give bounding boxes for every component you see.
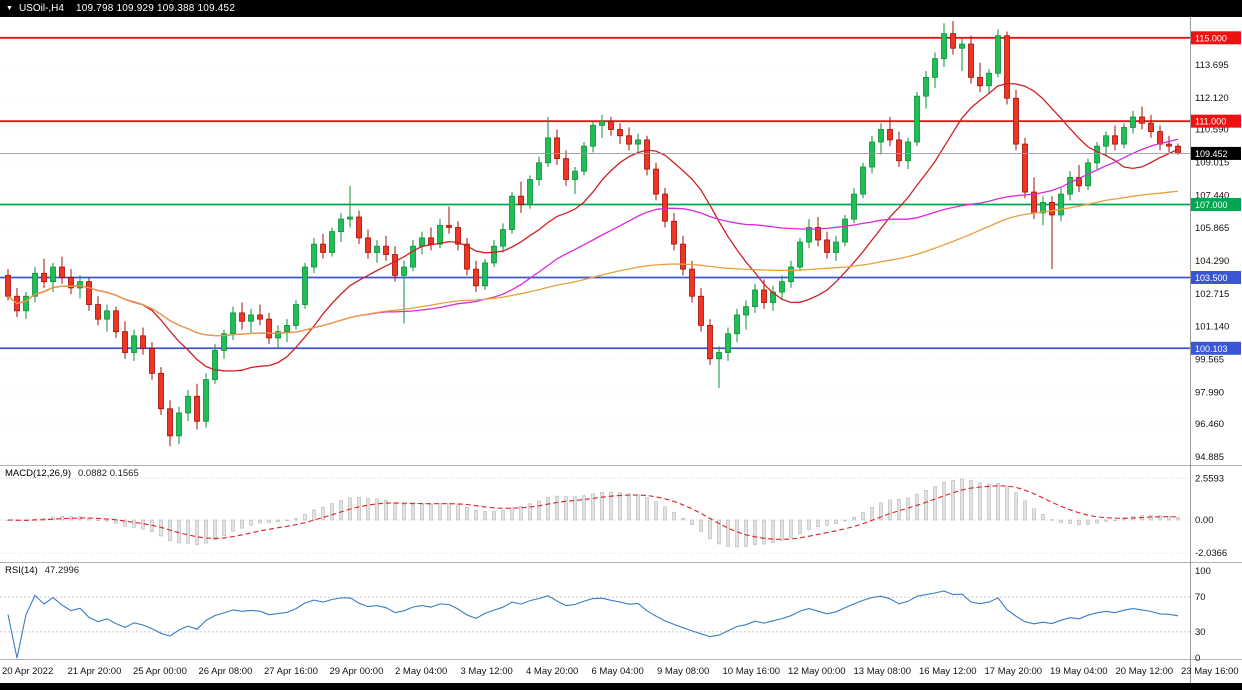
moving-average-line-90 xyxy=(7,190,1179,337)
rsi-panel xyxy=(0,590,1190,659)
time-axis-label: 25 Apr 00:00 xyxy=(133,666,187,677)
time-axis-label: 19 May 04:00 xyxy=(1050,666,1108,677)
time-axis-label: 9 May 08:00 xyxy=(657,666,709,677)
svg-text:107.440: 107.440 xyxy=(1195,190,1229,201)
bottom-bar xyxy=(0,683,1242,690)
moving-average-line-40 xyxy=(7,138,1179,337)
svg-text:96.460: 96.460 xyxy=(1195,419,1224,430)
svg-text:102.715: 102.715 xyxy=(1195,289,1229,300)
svg-text:112.120: 112.120 xyxy=(1195,93,1229,104)
current-price-tag xyxy=(1191,146,1241,160)
svg-text:104.290: 104.290 xyxy=(1195,256,1229,267)
time-axis-label: 6 May 04:00 xyxy=(592,666,644,677)
macd-panel xyxy=(0,477,1190,554)
svg-text:70: 70 xyxy=(1195,592,1206,603)
rsi-line xyxy=(7,590,1179,659)
symbol-dropdown-icon[interactable]: ▼ xyxy=(6,5,13,12)
macd-signal-line xyxy=(7,485,1179,540)
time-axis[interactable]: 20 Apr 2022 21 Apr 20:00 25 Apr 00:00 26 Ap… xyxy=(2,666,1239,677)
svg-text:30: 30 xyxy=(1195,627,1206,638)
time-axis-label: 20 Apr 2022 xyxy=(2,666,53,677)
rsi-value: 47.2996 xyxy=(44,565,80,576)
time-axis-label: 21 Apr 20:00 xyxy=(68,666,122,677)
svg-text:0.00: 0.00 xyxy=(1195,515,1214,526)
time-axis-label: 27 Apr 16:00 xyxy=(264,666,318,677)
panel-dividers[interactable] xyxy=(0,17,1242,683)
svg-text:100.103: 100.103 xyxy=(1195,344,1228,354)
time-axis-label: 4 May 20:00 xyxy=(526,666,578,677)
time-axis-label: 10 May 16:00 xyxy=(723,666,781,677)
time-axis-label: 23 May 16:00 xyxy=(1181,666,1239,677)
time-axis-label: 20 May 12:00 xyxy=(1116,666,1174,677)
symbol-timeframe-label: USOil-,H4 xyxy=(18,3,64,14)
price-level-lines[interactable] xyxy=(0,36,1190,350)
svg-text:94.885: 94.885 xyxy=(1195,452,1224,463)
svg-text:100: 100 xyxy=(1195,566,1211,577)
svg-text:97.990: 97.990 xyxy=(1195,387,1224,398)
rsi-indicator-label: RSI(14) 47.2996 xyxy=(5,565,79,576)
macd-label-text: MACD(12,26,9) xyxy=(5,468,71,479)
price-gridlines xyxy=(0,64,1190,458)
moving-average-line-14 xyxy=(7,82,1179,372)
macd-values: 0.0882 0.1565 xyxy=(78,468,139,479)
svg-text:-2.0366: -2.0366 xyxy=(1195,548,1227,559)
price-level-tags: 115.000 111.000 107.000 103.500 100.103 109.4… xyxy=(1191,31,1241,355)
svg-text:2.5593: 2.5593 xyxy=(1195,473,1224,484)
svg-text:111.000: 111.000 xyxy=(1195,117,1226,127)
svg-text:99.565: 99.565 xyxy=(1195,354,1224,365)
macd-histogram xyxy=(6,478,1180,548)
time-axis-label: 16 May 12:00 xyxy=(919,666,977,677)
price-axis[interactable]: 113.695 112.120 110.590 109.015 107.440 105.8… xyxy=(1195,60,1229,664)
svg-text:107.000: 107.000 xyxy=(1195,200,1228,210)
svg-text:105.865: 105.865 xyxy=(1195,223,1229,234)
svg-text:101.140: 101.140 xyxy=(1195,322,1229,333)
svg-text:109.015: 109.015 xyxy=(1195,158,1229,169)
time-axis-label: 26 Apr 08:00 xyxy=(199,666,253,677)
time-axis-label: 2 May 04:00 xyxy=(395,666,447,677)
ohlc-values: 109.798 109.929 109.388 109.452 xyxy=(75,3,236,14)
time-axis-label: 13 May 08:00 xyxy=(854,666,912,677)
macd-indicator-label: MACD(12,26,9) 0.0882 0.1565 xyxy=(5,468,139,479)
svg-text:103.500: 103.500 xyxy=(1195,273,1228,283)
svg-text:113.695: 113.695 xyxy=(1195,60,1229,71)
svg-text:115.000: 115.000 xyxy=(1195,33,1227,43)
chart-title-bar: ▼ USOil-,H4 109.798 109.929 109.388 109.45… xyxy=(0,0,1242,17)
candlesticks xyxy=(5,21,1181,447)
time-axis-label: 3 May 12:00 xyxy=(461,666,513,677)
svg-text:109.452: 109.452 xyxy=(1195,149,1228,159)
rsi-label-text: RSI(14) xyxy=(5,565,38,576)
svg-text:110.590: 110.590 xyxy=(1195,125,1229,136)
time-axis-label: 29 Apr 00:00 xyxy=(330,666,384,677)
svg-text:0: 0 xyxy=(1195,653,1200,664)
time-axis-label: 12 May 00:00 xyxy=(788,666,846,677)
time-axis-label: 17 May 20:00 xyxy=(985,666,1043,677)
